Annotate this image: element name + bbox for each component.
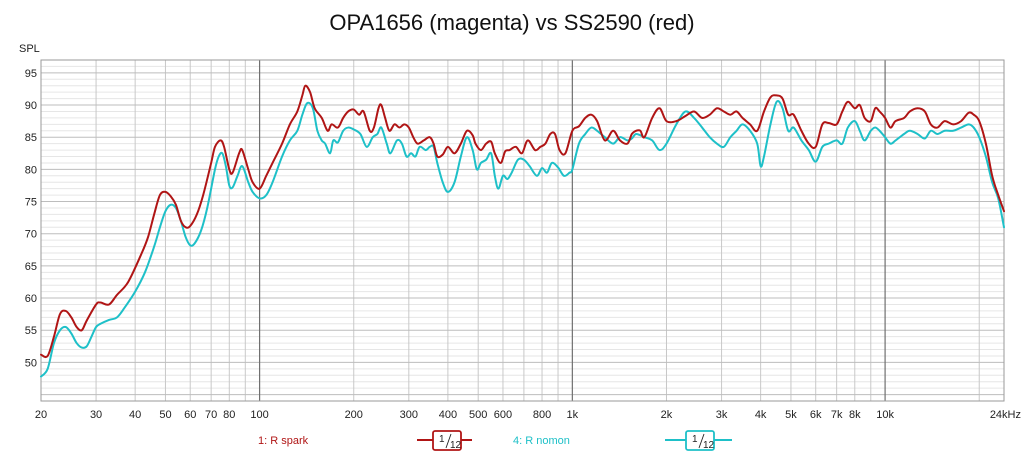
x-tick-label: 5k	[785, 409, 797, 421]
y-tick-label: 55	[25, 325, 37, 337]
legend-smoothing-r-spark[interactable]: 1 12	[417, 430, 472, 451]
series-layer	[40, 84, 1005, 378]
legend-smoothing-den-r-nomon: 12	[703, 440, 715, 451]
x-tick-label: 60	[184, 409, 196, 421]
y-tick-label: 65	[25, 261, 37, 273]
x-tick-label: 70	[205, 409, 217, 421]
legend-smoothing-box-r-nomon	[685, 430, 715, 451]
x-tick-label: 200	[345, 409, 363, 421]
x-tick-label: 8k	[849, 409, 861, 421]
x-tick-label: 1k	[567, 409, 579, 421]
legend-smoothing-slash-r-spark	[445, 433, 452, 449]
legend-smoothing-r-nomon[interactable]: 1 12	[665, 430, 732, 451]
x-tick-label: 4k	[755, 409, 767, 421]
legend-smoothing-num-r-spark: 1	[439, 434, 445, 445]
x-tick-label: 20	[35, 409, 47, 421]
y-axis-ticks: 50 55 60 65 70 75 80 85 90 95	[25, 68, 37, 370]
x-tick-label: 10k	[876, 409, 894, 421]
legend-label-r-spark: 1: R spark	[258, 435, 309, 447]
y-tick-label: 85	[25, 132, 37, 144]
y-tick-label: 60	[25, 293, 37, 305]
x-tick-label: 80	[223, 409, 235, 421]
x-tick-label: 400	[439, 409, 457, 421]
y-tick-label: 95	[25, 68, 37, 80]
y-axis-label: SPL	[19, 43, 40, 55]
legend-smoothing-slash-r-nomon	[698, 433, 705, 449]
x-tick-label: 2k	[661, 409, 673, 421]
legend-smoothing-den-r-spark: 12	[450, 440, 462, 451]
x-tick-label: 300	[400, 409, 418, 421]
x-tick-label: 6k	[810, 409, 822, 421]
x-tick-label: 3k	[716, 409, 728, 421]
x-tick-label: 7k	[831, 409, 843, 421]
x-axis-ticks: 20 30 40 50 60 70 80 100 200 300 400 500 600 800 1k 2k 3…	[35, 409, 1021, 421]
y-tick-label: 50	[25, 357, 37, 369]
y-tick-label: 75	[25, 197, 37, 209]
legend-smoothing-num-r-nomon: 1	[692, 434, 698, 445]
x-tick-label: 100	[250, 409, 268, 421]
series-line-4-r-nomon	[40, 100, 1005, 378]
minor-gridlines	[40, 59, 1004, 402]
x-tick-label: 500	[469, 409, 487, 421]
major-gridlines	[41, 60, 1004, 401]
chart-title: OPA1656 (magenta) vs SS2590 (red)	[329, 10, 694, 35]
x-tick-label: 40	[129, 409, 141, 421]
series-line-1-r-spark	[40, 84, 1005, 359]
x-tick-label: 800	[533, 409, 551, 421]
y-tick-label: 90	[25, 100, 37, 112]
legend-label-r-nomon: 4: R nomon	[513, 435, 570, 447]
legend: 1: R spark 1 12 4: R nomon 1 12	[258, 430, 732, 451]
x-tick-label: 50	[159, 409, 171, 421]
x-tick-label: 30	[90, 409, 102, 421]
x-tick-label: 600	[494, 409, 512, 421]
y-tick-label: 70	[25, 229, 37, 241]
plot-frame	[40, 59, 1005, 402]
y-tick-label: 80	[25, 164, 37, 176]
legend-smoothing-box-r-spark	[432, 430, 462, 451]
x-tick-label: 24kHz	[990, 409, 1021, 421]
